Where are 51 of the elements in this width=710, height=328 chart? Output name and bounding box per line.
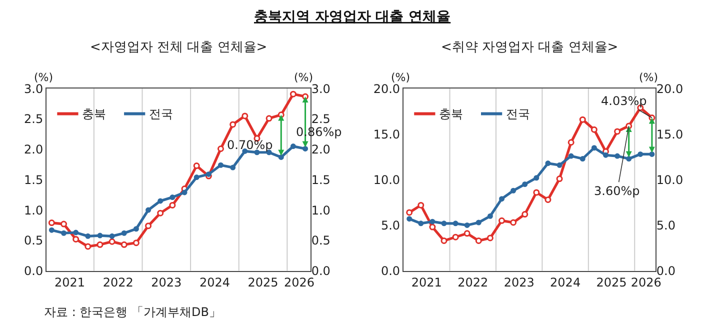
y-tick-label: 20.0 [373,82,400,96]
x-tick-label: 2023 [151,275,182,290]
y2-tick-label: 20.0 [656,82,684,96]
y-tick-label: 0.0 [24,264,44,278]
y-tick-label: 10.0 [373,172,400,187]
y2-tick-label: 1.5 [311,172,330,187]
y2-tick-label: 0.5 [311,234,330,248]
y2-tick-label: 5.0 [656,218,676,232]
y2-axis-title: (%) [294,71,314,84]
x-tick-label: 2022 [458,275,488,290]
y2-tick-label: 3.0 [311,82,330,96]
y2-tick-label: 2.5 [311,112,330,126]
chart-subtitle: <자영업자 전체 대출 연체율> [90,40,268,55]
y2-axis-title: (%) [639,71,658,84]
x-tick-label: 2024 [550,275,581,290]
y2-tick-label: 10.0 [656,172,684,187]
y2-tick-label: 15.0 [656,127,684,142]
y-tick-label: 1.0 [24,203,44,218]
legend-label: 충북 [82,107,106,121]
y-axis-title: (%) [391,71,410,84]
x-tick-label: 2024 [199,275,230,290]
y2-tick-label: 0.0 [311,264,330,278]
y-axis-title: (%) [34,71,54,84]
legend-label: 충북 [439,107,463,121]
legend-label: 전국 [506,107,530,121]
x-tick-label: 2025 [248,275,278,290]
annotation: 3.60%p [594,184,640,198]
y-tick-label: 1.5 [24,172,44,187]
y-tick-label: 0.5 [24,234,44,248]
x-tick-label: 2026 [284,275,315,290]
annotation: 0.70%p [227,138,273,152]
x-tick-label: 2026 [630,275,662,290]
y-tick-label: 2.5 [24,112,44,126]
text: 충북지역 자영업자 대출 연체율 [254,9,451,25]
y-tick-label: 2.0 [24,142,44,157]
y-tick-label: 15.0 [373,127,400,142]
y2-tick-label: 0.0 [656,264,676,278]
y-tick-label: 5.0 [380,218,400,232]
chart-subtitle: <취약 자영업자 대출 연체율> [441,40,618,55]
legend-label: 전국 [149,107,173,121]
annotation: 4.03%p [601,94,647,108]
x-tick-label: 2022 [102,275,134,290]
x-tick-label: 2021 [54,275,86,290]
y-tick-label: 0.0 [380,264,400,278]
y2-tick-label: 2.0 [311,142,330,157]
x-tick-label: 2025 [596,275,627,290]
text: 자료 : 한국은행 「가계부채DB」 [44,305,221,319]
y2-tick-label: 1.0 [311,203,330,218]
x-tick-label: 2021 [411,275,442,290]
x-tick-label: 2023 [504,275,534,290]
y-tick-label: 3.0 [24,82,44,96]
